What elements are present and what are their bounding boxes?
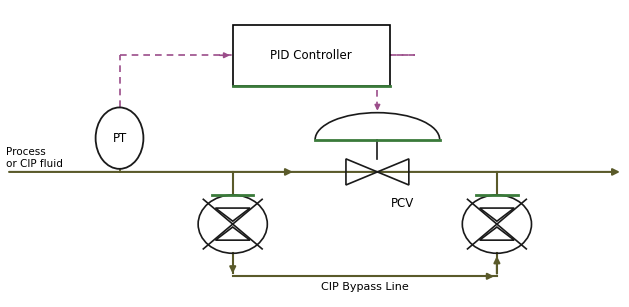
Text: CIP Bypass Line: CIP Bypass Line: [321, 282, 409, 293]
Text: PCV: PCV: [391, 197, 414, 210]
Text: PT: PT: [113, 132, 126, 145]
Ellipse shape: [96, 107, 143, 169]
Text: Process
or CIP fluid: Process or CIP fluid: [6, 147, 63, 169]
Text: PID Controller: PID Controller: [270, 49, 352, 62]
FancyBboxPatch shape: [233, 25, 390, 86]
